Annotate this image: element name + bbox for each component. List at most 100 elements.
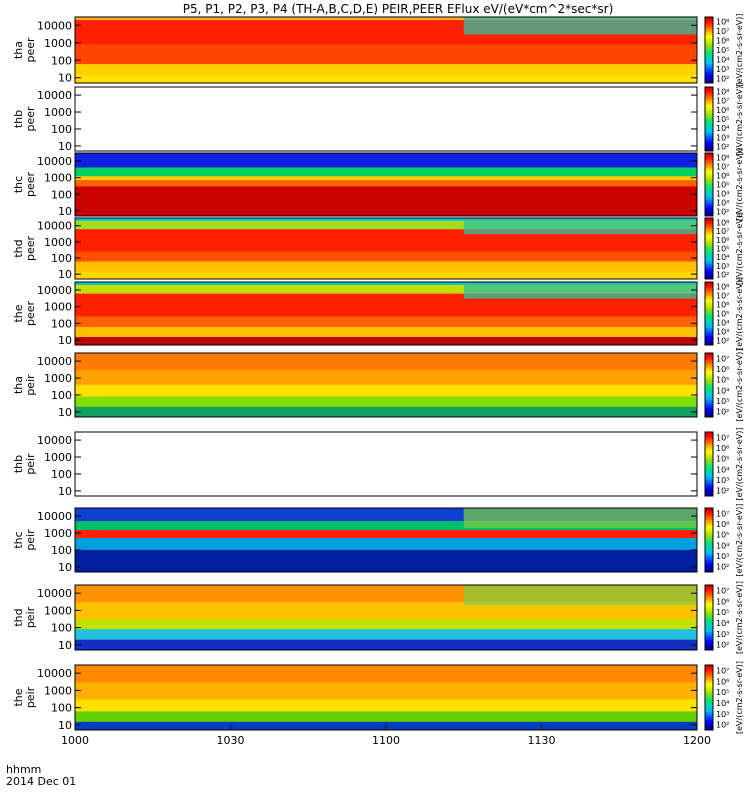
spectrogram-panel-tha-peer: 10 100 1000 10000 tha peer 10²10³10⁴10⁵10⁶10⁷1…	[12, 13, 744, 86]
panel-species-label: peer	[24, 37, 37, 63]
panel-frame	[74, 152, 698, 217]
colorbar-tick-label: 10⁴	[716, 386, 729, 395]
colorbar-label: [eV/(cm2-s-sr-eV)]	[735, 212, 744, 285]
y-tick-label: 10	[58, 719, 72, 732]
colorbar-tick-label: 10³	[716, 328, 729, 337]
colorbar-tick-label: 10³	[716, 630, 729, 639]
y-tick-label: 10000	[37, 155, 72, 168]
colorbar-tick-label: 10⁶	[716, 444, 729, 453]
colorbar-tick-label: 10⁴	[716, 124, 729, 133]
y-tick-label: 1000	[44, 301, 72, 314]
colorbar-label: [eV/(cm2-s-sr-eV)]	[735, 277, 744, 350]
x-tick-label: 1200	[683, 734, 711, 747]
colorbar-label: [eV/(cm2-s-sr-eV)]	[735, 581, 744, 654]
colorbar-tick-label: 10³	[716, 133, 729, 142]
panel-species-label: peir	[24, 529, 37, 551]
colorbar-tick-label: 10³	[716, 476, 729, 485]
y-tick-label: 1000	[44, 451, 72, 464]
colorbar-label: [eV/(cm2-s-sr-eV)]	[735, 427, 744, 500]
panel-probe-label: thd	[12, 608, 25, 626]
y-tick-label: 10	[58, 406, 72, 419]
panel-species-label: peer	[24, 106, 37, 132]
y-tick-label: 100	[51, 123, 72, 136]
spectrogram-image	[75, 508, 697, 572]
colorbar-tick-label: 10⁶	[716, 301, 729, 310]
colorbar-tick-label: 10²	[716, 721, 729, 730]
panel-probe-label: thb	[12, 455, 25, 473]
y-tick-label: 10	[58, 639, 72, 652]
y-tick-label: 100	[51, 622, 72, 635]
colorbar-tick-label: 10⁷	[716, 27, 729, 36]
panel-frame	[74, 431, 698, 497]
colorbar-tick-label: 10⁸	[716, 154, 729, 163]
colorbar-tick-label: 10³	[716, 710, 729, 719]
spectrogram-image	[75, 218, 697, 279]
x-tick-label: 1100	[372, 734, 400, 747]
y-tick-label: 10000	[37, 667, 72, 680]
y-tick-label: 10	[58, 140, 72, 153]
y-tick-label: 1000	[44, 684, 72, 697]
colorbar-tick-label: 10²	[716, 641, 729, 650]
colorbar-tick-label: 10⁷	[716, 509, 729, 518]
y-tick-label: 10000	[37, 220, 72, 233]
colorbar-tick-label: 10⁵	[716, 531, 729, 540]
panel-species-label: peir	[24, 686, 37, 708]
figure-title: P5, P1, P2, P3, P4 (TH-A,B,C,D,E) PEIR,P…	[183, 2, 614, 16]
colorbar-tick-label: 10⁴	[716, 541, 729, 550]
y-tick-label: 10	[58, 485, 72, 498]
spectrogram-image	[75, 665, 697, 730]
y-tick-label: 1000	[44, 604, 72, 617]
colorbar-tick-label: 10⁵	[716, 310, 729, 319]
colorbar-tick-label: 10⁶	[716, 236, 729, 245]
colorbar-label: [eV/(cm2-s-sr-eV)]	[735, 82, 744, 155]
x-tick-label: 1000	[61, 734, 89, 747]
colorbar-tick-label: 10⁶	[716, 597, 729, 606]
y-tick-label: 1000	[44, 527, 72, 540]
colorbar-tick-label: 10⁸	[716, 18, 729, 27]
colorbar-tick-label: 10²	[716, 408, 729, 417]
colorbar-tick-label: 10⁵	[716, 245, 729, 254]
colorbar-tick-label: 10⁷	[716, 227, 729, 236]
colorbar-tick-label: 10⁵	[716, 115, 729, 124]
colorbar-tick-label: 10⁸	[716, 283, 729, 292]
spectrogram-panel-the-peir: 10 100 1000 10000 the peir 10² 10³ 10⁴ 10⁵ 10⁶ 10⁷ […	[12, 661, 744, 734]
colorbar-tick-label: 10²	[716, 337, 729, 346]
colorbar-tick-label: 10⁵	[716, 376, 729, 385]
y-tick-label: 10000	[37, 355, 72, 368]
colorbar-tick-label: 10⁴	[716, 619, 729, 628]
panel-frame	[74, 86, 698, 152]
colorbar-tick-label: 10⁷	[716, 433, 729, 442]
panel-probe-label: thd	[12, 239, 25, 257]
colorbar-tick-label: 10⁸	[716, 88, 729, 97]
panel-frame	[74, 217, 698, 280]
y-tick-label: 10000	[37, 510, 72, 523]
colorbar-tick-label: 10⁷	[716, 586, 729, 595]
y-tick-label: 10	[58, 205, 72, 218]
colorbar-tick-label: 10³	[716, 65, 729, 74]
y-tick-label: 100	[51, 544, 72, 557]
colorbar-tick-label: 10⁶	[716, 106, 729, 115]
colorbar-tick-label: 10⁵	[716, 455, 729, 464]
colorbar-tick-label: 10³	[716, 262, 729, 271]
colorbar-tick-label: 10⁸	[716, 218, 729, 227]
colorbar-tick-label: 10²	[716, 74, 729, 83]
panel-species-label: peer	[24, 172, 37, 198]
y-tick-label: 1000	[44, 236, 72, 249]
spectrogram-image	[75, 17, 697, 83]
y-tick-label: 10000	[37, 587, 72, 600]
colorbar-tick-label: 10⁴	[716, 55, 729, 64]
spectrogram-panel-thc-peer: 10 100 1000 10000 thc peer 10²10³10⁴10⁵10⁶10⁷1…	[12, 148, 744, 221]
colorbar-tick-label: 10⁷	[716, 163, 729, 172]
y-tick-label: 100	[51, 468, 72, 481]
y-tick-label: 10000	[37, 434, 72, 447]
colorbar-label: [eV/(cm2-s-sr-eV)]	[735, 503, 744, 576]
